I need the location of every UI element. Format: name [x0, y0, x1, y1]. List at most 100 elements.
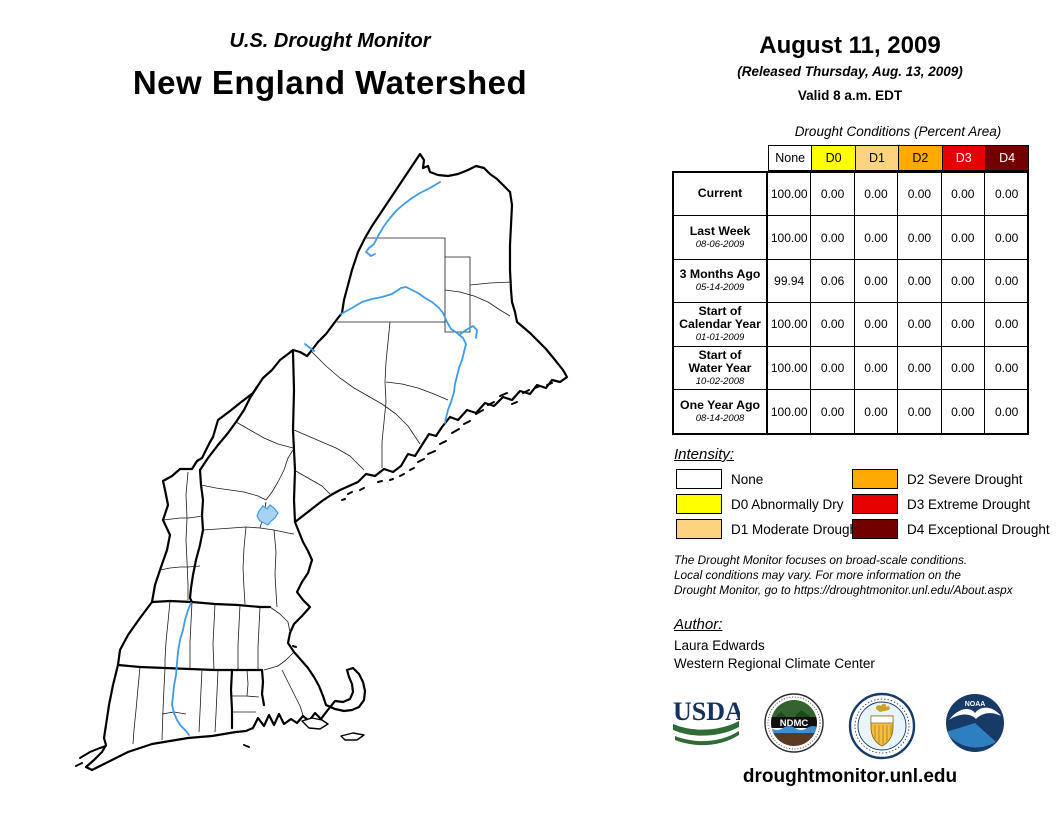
legend-swatch-d3	[852, 494, 898, 514]
legend-item-d2: D2 Severe Drought	[852, 469, 1023, 489]
table-cell: 0.00	[984, 303, 1029, 347]
table-row-label: Current	[674, 173, 768, 217]
table-cell: 0.00	[941, 173, 985, 217]
drought-conditions-table: None D0 D1 D2 D3 D4 Current 100.00 0.00 …	[672, 145, 1030, 436]
legend-item-d3: D3 Extreme Drought	[852, 494, 1030, 514]
legend-item-d1: D1 Moderate Drought	[676, 519, 861, 539]
table-cell: 100.00	[768, 216, 812, 260]
legend-item-none: None	[676, 469, 763, 489]
release-date: (Released Thursday, Aug. 13, 2009)	[737, 64, 963, 79]
noaa-logo: NOAA	[946, 694, 1004, 752]
coastal-islands	[75, 382, 553, 767]
col-header-d1: D1	[854, 145, 900, 171]
table-cell: 0.00	[854, 216, 899, 260]
table-cell: 0.00	[942, 389, 985, 434]
ndmc-logo: NDMC	[764, 693, 824, 753]
legend-swatch-none	[676, 469, 722, 489]
table-cell: 0.00	[941, 303, 985, 347]
table-cell: 0.00	[854, 173, 899, 217]
state-outline-coastline	[84, 152, 569, 772]
legend-swatch-d1	[676, 519, 722, 539]
table-cell: 0.00	[811, 346, 855, 390]
table-cell: 0.00	[898, 303, 942, 347]
table-row-label: Start of Water Year 10-02-2008	[674, 346, 768, 390]
table-cell: 0.00	[898, 259, 942, 304]
table-cell: 0.00	[984, 347, 1029, 390]
disclaimer-text: The Drought Monitor focuses on broad-sca…	[674, 553, 1013, 597]
table-cell: 100.00	[768, 303, 812, 347]
table-cell: 0.00	[811, 173, 855, 217]
table-cell: 0.00	[811, 389, 855, 434]
noaa-logo-text: NOAA	[965, 701, 986, 708]
table-cell: 0.00	[898, 346, 942, 390]
table-cell: 0.00	[898, 216, 942, 260]
table-cell: 100.00	[768, 173, 812, 217]
table-row-label: Start of Calendar Year 01-01-2009	[674, 303, 768, 347]
table-cell: 100.00	[768, 389, 812, 434]
table-cell: 100.00	[768, 346, 812, 390]
border-rhodeisland-east	[260, 668, 266, 707]
legend-swatch-d2	[852, 469, 898, 489]
table-header-blank	[672, 145, 769, 171]
table-cell: 0.00	[811, 303, 855, 347]
page-title: New England Watershed	[132, 64, 528, 101]
border-maine-newhampshire	[291, 350, 297, 524]
table-cell: 0.00	[994, 404, 1019, 419]
table-cell: 0.00	[984, 216, 1029, 260]
island-nantucket	[340, 732, 365, 741]
map-new-england-watershed	[75, 152, 569, 772]
author-organization: Western Regional Climate Center	[674, 656, 875, 671]
table-cell: 0.06	[811, 259, 855, 304]
ndmc-logo-text: NDMC	[780, 718, 809, 729]
usda-logo: USDA	[673, 697, 740, 746]
county-boundaries	[132, 237, 513, 745]
author-name: Laura Edwards	[674, 638, 765, 653]
col-header-d2: D2	[898, 145, 943, 171]
right-panel: August 11, 2009 (Released Thursday, Aug.…	[672, 0, 1050, 816]
col-header-d3: D3	[941, 145, 986, 171]
table-row-label: One Year Ago 08-14-2008	[674, 389, 768, 434]
rivers	[171, 181, 478, 736]
table-body: Current 100.00 0.00 0.00 0.00 0.00 0.00 …	[672, 171, 1029, 436]
border-vermont-newhampshire	[188, 385, 259, 604]
table-cell: 0.00	[854, 346, 899, 390]
agency-logos: USDA NDMC	[672, 692, 1028, 760]
table-row-label: 3 Months Ago 05-14-2009	[674, 259, 768, 304]
table-cell: 0.00	[898, 173, 942, 217]
valid-time: Valid 8 a.m. EDT	[797, 88, 903, 103]
usda-logo-text: USDA	[673, 697, 740, 726]
author-heading: Author:	[674, 616, 723, 633]
table-header-row: None D0 D1 D2 D3 D4	[672, 145, 1030, 171]
legend-item-d0: D0 Abnormally Dry	[676, 494, 844, 514]
legend-item-d4: D4 Exceptional Drought	[852, 519, 1050, 539]
legend-swatch-d0	[676, 494, 722, 514]
legend-swatch-d4	[852, 519, 898, 539]
drought-monitor-url: droughtmonitor.unl.edu	[742, 766, 958, 787]
table-cell: 0.00	[984, 260, 1029, 304]
col-header-none: None	[768, 145, 813, 171]
river-penobscot	[340, 286, 467, 424]
table-cell: 0.00	[811, 216, 855, 260]
table-cell: 0.00	[941, 259, 985, 304]
table-cell: 0.00	[855, 389, 899, 434]
col-header-d4: D4	[984, 145, 1030, 171]
river-east-branch	[458, 325, 478, 339]
island-marthas-vineyard	[301, 717, 329, 730]
table-cell: 0.00	[854, 259, 899, 304]
table-cell: 0.00	[854, 303, 899, 347]
legend-heading: Intensity:	[674, 446, 735, 463]
lake-winnipesaukee	[256, 504, 279, 526]
table-cell: 0.00	[984, 173, 1029, 217]
commerce-seal-logo	[848, 692, 916, 760]
table-cell: 0.00	[941, 346, 985, 390]
river-headwater	[304, 343, 315, 352]
table-cell: 0.00	[898, 389, 942, 434]
table-cell: 0.00	[941, 216, 985, 260]
table-cell: 99.94	[768, 259, 812, 304]
map-date: August 11, 2009	[759, 32, 941, 59]
river-connecticut	[171, 602, 192, 736]
report-kicker: U.S. Drought Monitor	[229, 30, 431, 52]
table-title: Drought Conditions (Percent Area)	[794, 124, 1002, 139]
border-rhodeisland-west	[229, 668, 234, 730]
